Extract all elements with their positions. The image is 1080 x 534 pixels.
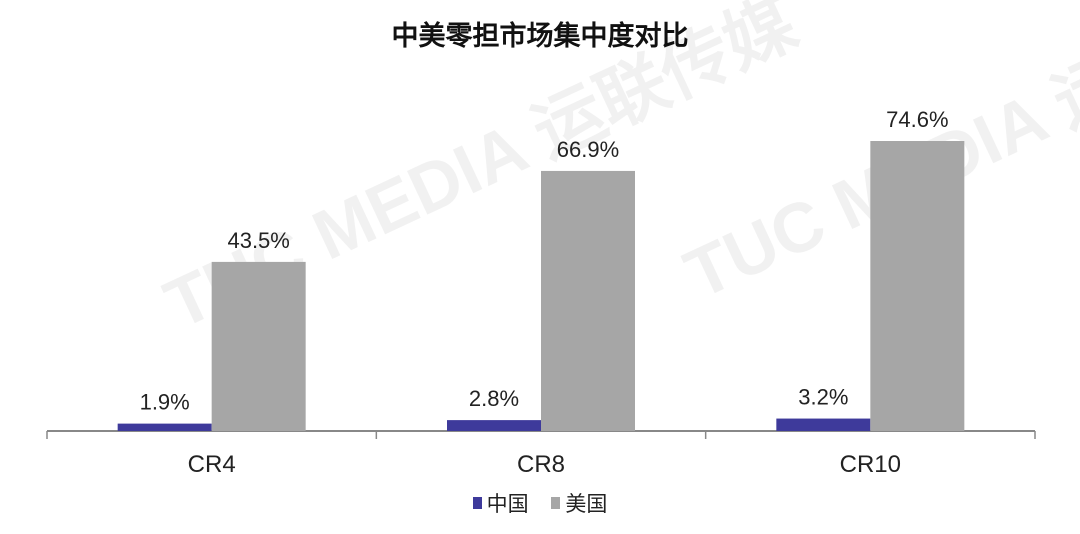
bar-中国 xyxy=(776,418,871,431)
bar-美国 xyxy=(211,261,306,431)
legend-swatch xyxy=(551,497,561,509)
data-label: 66.9% xyxy=(557,137,619,162)
data-label: 2.8% xyxy=(469,386,519,411)
bar-中国 xyxy=(117,423,212,431)
data-label: 3.2% xyxy=(798,385,848,410)
data-label: 74.6% xyxy=(886,107,948,132)
x-tick-label: CR8 xyxy=(517,451,565,478)
bar-美国 xyxy=(541,170,635,431)
data-label: 1.9% xyxy=(140,390,190,415)
x-tick-label: CR10 xyxy=(840,451,901,478)
legend-item-china: 中国 xyxy=(472,488,529,518)
legend: 中国 美国 xyxy=(0,488,1080,518)
chart-title: 中美零担市场集中度对比 xyxy=(391,21,689,52)
legend-item-usa: 美国 xyxy=(551,488,607,518)
bar-美国 xyxy=(870,141,965,431)
x-tick-label: CR4 xyxy=(188,451,236,478)
legend-label: 中国 xyxy=(486,492,529,516)
legend-label: 美国 xyxy=(565,492,608,516)
bar-中国 xyxy=(447,420,541,431)
legend-swatch xyxy=(472,497,482,509)
data-label: 43.5% xyxy=(227,228,289,253)
